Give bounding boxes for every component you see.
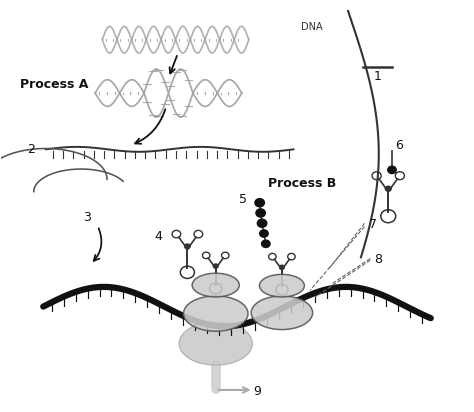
Ellipse shape: [179, 322, 252, 365]
Text: 6: 6: [395, 139, 403, 152]
Text: 8: 8: [374, 253, 382, 266]
Circle shape: [262, 240, 270, 248]
Text: 7: 7: [369, 218, 377, 231]
Circle shape: [257, 219, 267, 227]
Circle shape: [260, 230, 268, 237]
Ellipse shape: [183, 296, 248, 331]
Text: 1: 1: [374, 70, 382, 83]
Ellipse shape: [251, 296, 313, 330]
Text: DNA: DNA: [301, 22, 322, 33]
Circle shape: [255, 199, 264, 207]
Circle shape: [385, 186, 391, 191]
Circle shape: [185, 244, 190, 249]
Circle shape: [256, 209, 265, 217]
Text: 3: 3: [83, 211, 91, 224]
Ellipse shape: [259, 274, 304, 297]
Circle shape: [213, 264, 218, 268]
Text: 2: 2: [27, 143, 35, 156]
Text: 4: 4: [155, 230, 162, 243]
Circle shape: [280, 265, 284, 269]
Text: Process A: Process A: [19, 78, 88, 91]
Ellipse shape: [192, 273, 239, 297]
Text: Process B: Process B: [268, 177, 336, 190]
Text: 9: 9: [254, 385, 262, 398]
Text: 5: 5: [239, 193, 247, 206]
Circle shape: [388, 166, 396, 173]
